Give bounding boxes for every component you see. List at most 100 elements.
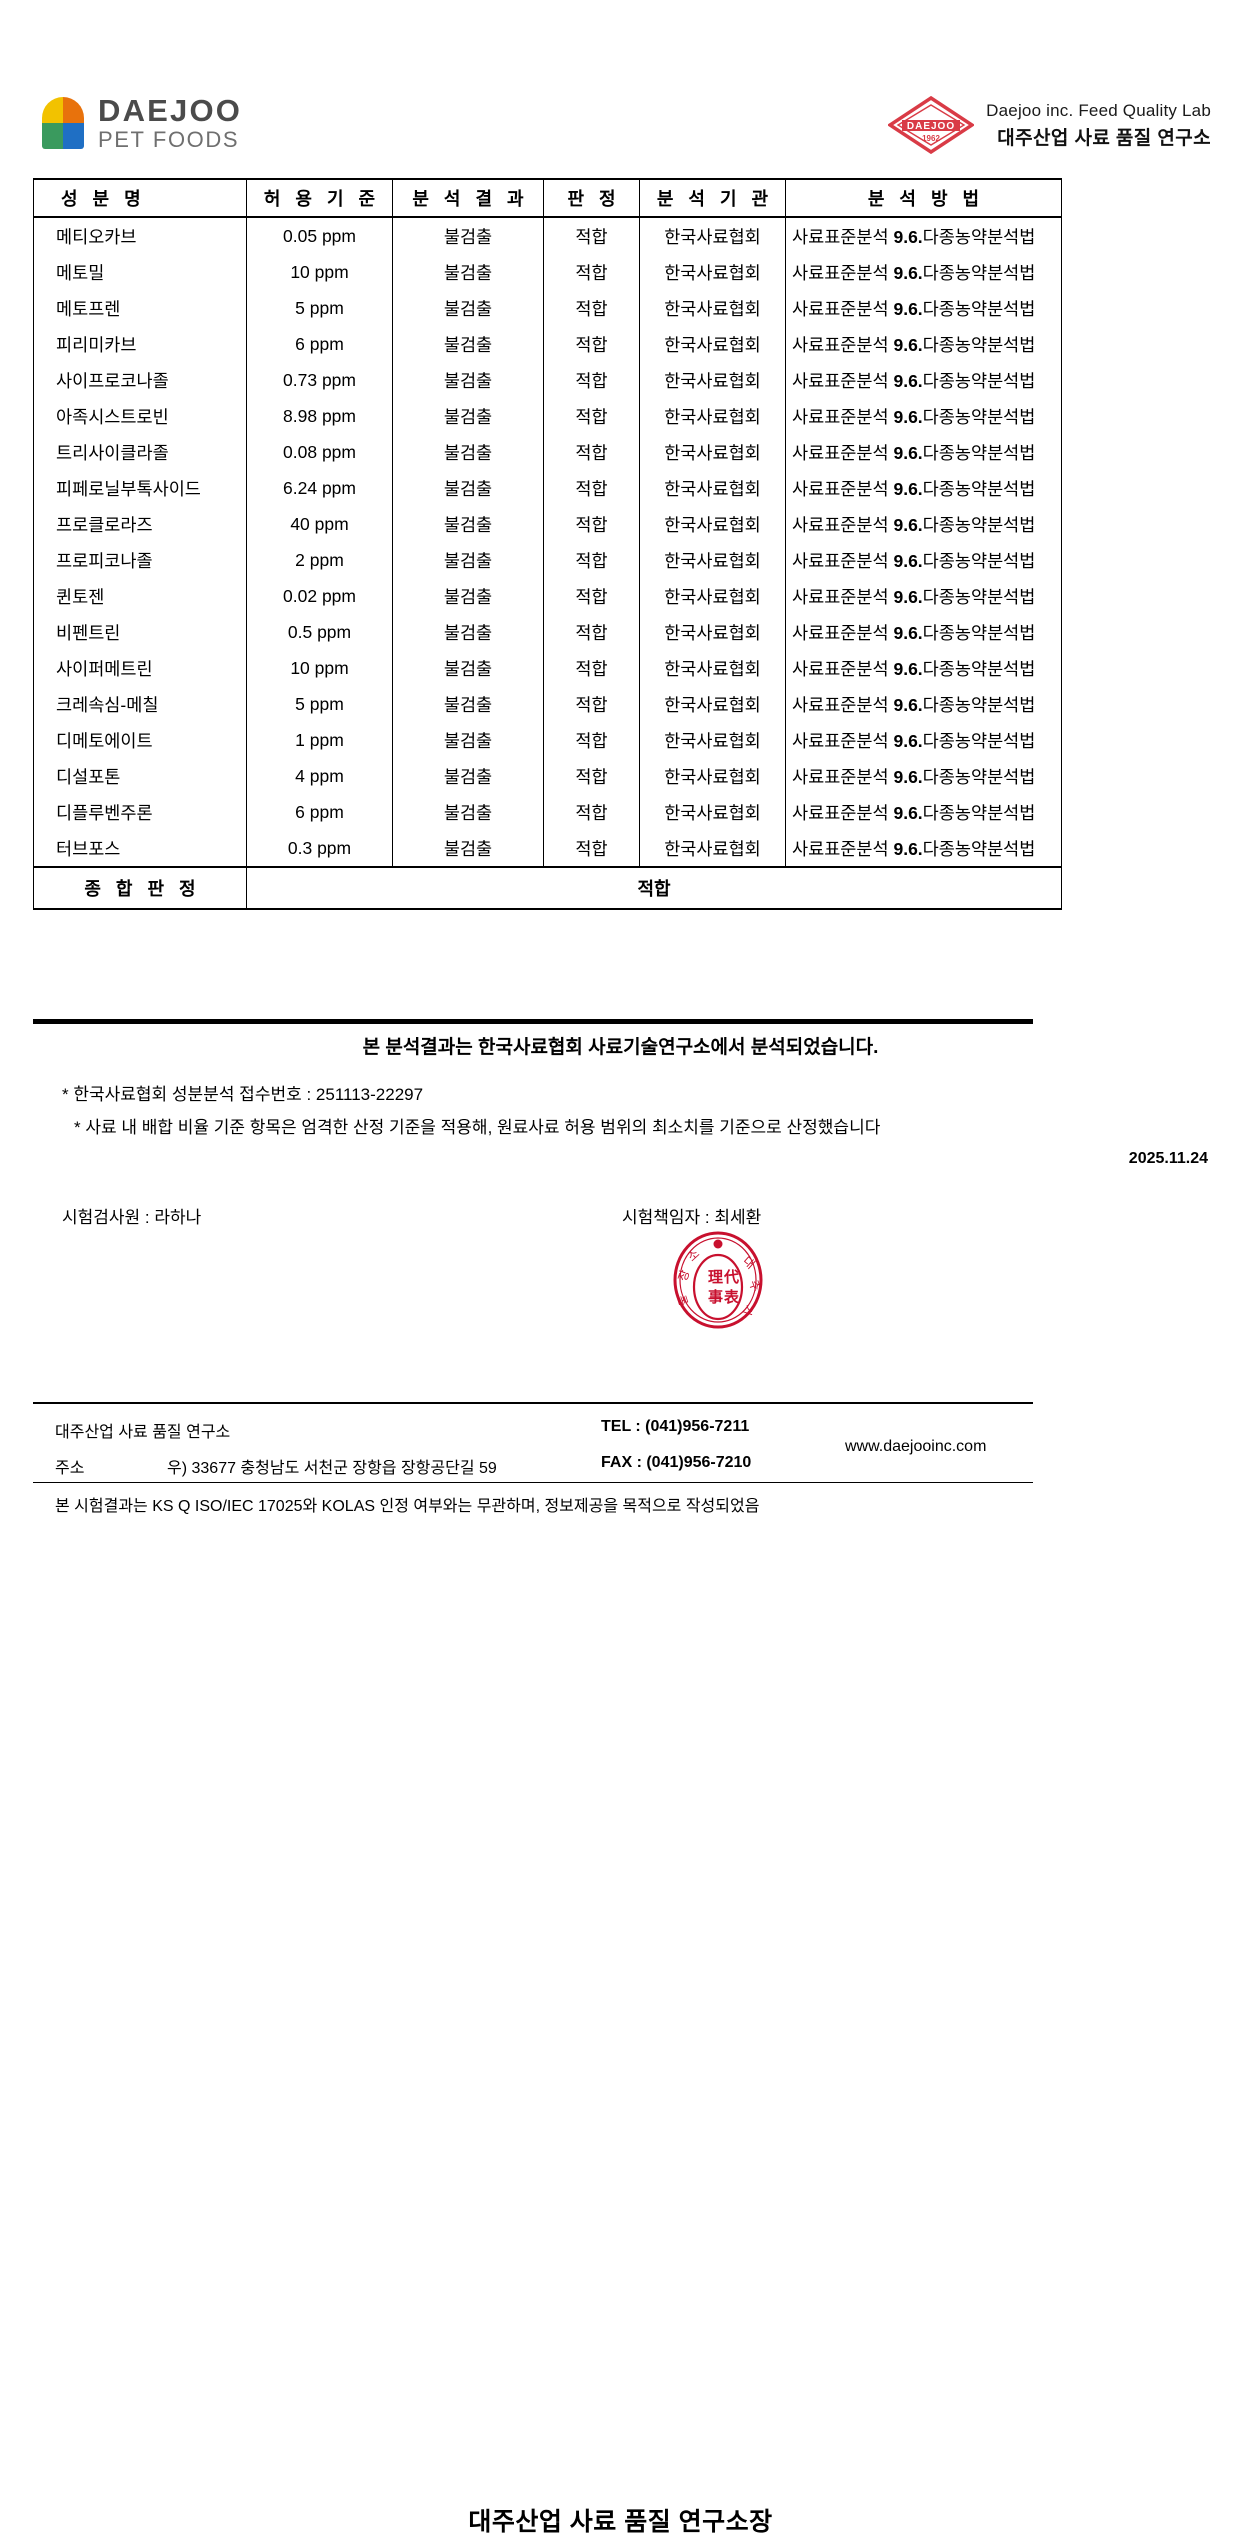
brand-name-secondary: PET FOODS	[98, 127, 240, 152]
inspector-name: 시험검사원 : 라하나	[62, 1208, 202, 1227]
table-row: 피페로닐부톡사이드 6.24 ppm 불검출 적합 한국사료협회 사료표준분석 9.6.다…	[33, 470, 1062, 506]
table-row: 퀸토젠 0.02 ppm 불검출 적합 한국사료협회 사료표준분석 9.6.다종농약분석법	[33, 578, 1062, 614]
cell-allowable-limit: 0.02 ppm	[246, 578, 393, 614]
table-row: 프로클로라즈 40 ppm 불검출 적합 한국사료협회 사료표준분석 9.6.다종농약분석…	[33, 506, 1062, 542]
table-row: 메티오카브 0.05 ppm 불검출 적합 한국사료협회 사료표준분석 9.6.다종농약분…	[33, 217, 1062, 254]
column-header-limit: 허 용 기 준	[246, 178, 393, 218]
table-row: 메토밀 10 ppm 불검출 적합 한국사료협회 사료표준분석 9.6.다종농약분석법	[33, 254, 1062, 290]
svg-text:DAEJOO: DAEJOO	[907, 121, 955, 132]
cell-organization: 한국사료협회	[639, 830, 786, 867]
cell-judgement: 적합	[543, 830, 640, 867]
cell-component-name: 사이프로코나졸	[33, 362, 247, 398]
cell-component-name: 프로피코나졸	[33, 542, 247, 578]
svg-text:表: 表	[724, 1288, 740, 1306]
cell-analysis-method: 사료표준분석 9.6.다종농약분석법	[785, 542, 1062, 578]
cell-component-name: 비펜트린	[33, 614, 247, 650]
table-header-row: 성 분 명 허 용 기 준 분 석 결 과 판 정 분 석 기 관 분 석 방 …	[33, 178, 1062, 218]
cell-component-name: 메티오카브	[33, 217, 247, 254]
cell-analysis-result: 불검출	[392, 794, 544, 830]
cell-allowable-limit: 0.3 ppm	[246, 830, 393, 867]
cell-organization: 한국사료협회	[639, 578, 786, 614]
cell-judgement: 적합	[543, 398, 640, 434]
lab-title-block: Daejoo inc. Feed Quality Lab 대주산업 사료 품질 …	[986, 100, 1211, 151]
footer-disclaimer: 본 시험결과는 KS Q ISO/IEC 17025와 KOLAS 인정 여부와…	[55, 1498, 760, 1515]
table-row: 프로피코나졸 2 ppm 불검출 적합 한국사료협회 사료표준분석 9.6.다종농약분석법	[33, 542, 1062, 578]
cell-organization: 한국사료협회	[639, 434, 786, 470]
table-row: 사이프로코나졸 0.73 ppm 불검출 적합 한국사료협회 사료표준분석 9.6.다종농…	[33, 362, 1062, 398]
cell-component-name: 프로클로라즈	[33, 506, 247, 542]
cell-analysis-result: 불검출	[392, 722, 544, 758]
daejoo-diamond-icon: DAEJOO 1962	[886, 95, 976, 155]
cell-judgement: 적합	[543, 470, 640, 506]
section-divider	[33, 1019, 1033, 1024]
supervisor-name: 시험책임자 : 최세환	[622, 1208, 762, 1227]
cell-component-name: 트리사이클라졸	[33, 434, 247, 470]
cell-analysis-method: 사료표준분석 9.6.다종농약분석법	[785, 254, 1062, 290]
table-row: 사이퍼메트린 10 ppm 불검출 적합 한국사료협회 사료표준분석 9.6.다종농약분석…	[33, 650, 1062, 686]
table-footer: 종 합 판 정 적합	[33, 866, 1062, 910]
overall-judgement-value: 적합	[246, 866, 1062, 910]
cell-analysis-method: 사료표준분석 9.6.다종농약분석법	[785, 614, 1062, 650]
brand-name-primary: DAEJOO	[98, 93, 243, 128]
cell-analysis-result: 불검출	[392, 578, 544, 614]
cell-judgement: 적합	[543, 506, 640, 542]
cell-judgement: 적합	[543, 650, 640, 686]
cell-analysis-method: 사료표준분석 9.6.다종농약분석법	[785, 434, 1062, 470]
cell-analysis-result: 불검출	[392, 506, 544, 542]
svg-text:代: 代	[723, 1268, 739, 1286]
table-row: 디플루벤주론 6 ppm 불검출 적합 한국사료협회 사료표준분석 9.6.다종농약분석법	[33, 794, 1062, 830]
footer-website-link[interactable]: www.daejooinc.com	[845, 1438, 987, 1455]
brand-quadrant-top-left	[42, 97, 63, 123]
cell-component-name: 디메토에이트	[33, 722, 247, 758]
cell-allowable-limit: 40 ppm	[246, 506, 393, 542]
analysis-source-statement: 본 분석결과는 한국사료협회 사료기술연구소에서 분석되었습니다.	[362, 1037, 879, 1058]
cell-judgement: 적합	[543, 362, 640, 398]
cell-judgement: 적합	[543, 254, 640, 290]
cell-analysis-result: 불검출	[392, 434, 544, 470]
cell-organization: 한국사료협회	[639, 722, 786, 758]
cell-analysis-method: 사료표준분석 9.6.다종농약분석법	[785, 722, 1062, 758]
cell-organization: 한국사료협회	[639, 362, 786, 398]
overall-judgement-label: 종 합 판 정	[33, 866, 247, 910]
footer-fax: FAX : (041)956-7210	[601, 1454, 752, 1471]
column-header-organization: 분 석 기 관	[639, 178, 786, 218]
cell-allowable-limit: 5 ppm	[246, 290, 393, 326]
cell-judgement: 적합	[543, 794, 640, 830]
footer-address-value: 우) 33677 충청남도 서천군 장항읍 장항공단길 59	[167, 1460, 497, 1477]
note-reception-number: * 한국사료협회 성분분석 접수번호 : 251113-22297	[62, 1085, 424, 1104]
cell-analysis-result: 불검출	[392, 686, 544, 722]
svg-text:주: 주	[746, 1278, 763, 1293]
cell-analysis-method: 사료표준분석 9.6.다종농약분석법	[785, 650, 1062, 686]
cell-analysis-method: 사료표준분석 9.6.다종농약분석법	[785, 506, 1062, 542]
cell-judgement: 적합	[543, 614, 640, 650]
cell-judgement: 적합	[543, 217, 640, 254]
brand-mark-icon	[42, 97, 84, 149]
cell-analysis-method: 사료표준분석 9.6.다종농약분석법	[785, 217, 1062, 254]
analysis-results-table: 성 분 명 허 용 기 준 분 석 결 과 판 정 분 석 기 관 분 석 방 …	[33, 178, 1062, 910]
svg-text:1962: 1962	[922, 134, 940, 143]
table-row: 터브포스 0.3 ppm 불검출 적합 한국사료협회 사료표준분석 9.6.다종농약분석법	[33, 830, 1062, 867]
cell-analysis-result: 불검출	[392, 614, 544, 650]
lab-identity: DAEJOO 1962 Daejoo inc. Feed Quality Lab…	[886, 95, 1211, 155]
cell-organization: 한국사료협회	[639, 470, 786, 506]
daejoo-pet-foods-logo: DAEJOO PET FOODS	[42, 95, 242, 151]
cell-organization: 한국사료협회	[639, 614, 786, 650]
cell-judgement: 적합	[543, 722, 640, 758]
cell-component-name: 메토밀	[33, 254, 247, 290]
cell-allowable-limit: 6 ppm	[246, 326, 393, 362]
cell-organization: 한국사료협회	[639, 398, 786, 434]
svg-text:事: 事	[708, 1288, 723, 1306]
cell-judgement: 적합	[543, 290, 640, 326]
cell-analysis-method: 사료표준분석 9.6.다종농약분석법	[785, 290, 1062, 326]
cell-organization: 한국사료협회	[639, 650, 786, 686]
cell-allowable-limit: 0.08 ppm	[246, 434, 393, 470]
cell-analysis-method: 사료표준분석 9.6.다종농약분석법	[785, 794, 1062, 830]
brand-quadrant-bottom-left	[42, 123, 63, 149]
table-row: 아족시스트로빈 8.98 ppm 불검출 적합 한국사료협회 사료표준분석 9.6.다종농…	[33, 398, 1062, 434]
footer-top-rule	[33, 1402, 1033, 1404]
svg-text:장: 장	[676, 1268, 693, 1283]
cell-judgement: 적합	[543, 578, 640, 614]
footer-telephone: TEL : (041)956-7211	[601, 1418, 750, 1435]
cell-organization: 한국사료협회	[639, 758, 786, 794]
cell-organization: 한국사료협회	[639, 217, 786, 254]
